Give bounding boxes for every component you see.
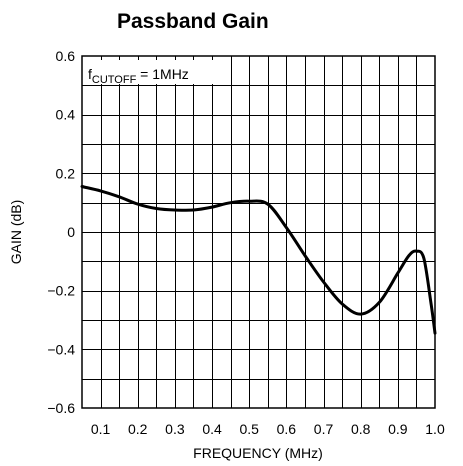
x-axis-label: FREQUENCY (MHz) bbox=[193, 445, 323, 461]
x-tick-label: 0.2 bbox=[128, 421, 148, 437]
x-tick-label: 0.1 bbox=[91, 421, 111, 437]
cutoff-annotation: fCUTOFF = 1MHz bbox=[84, 60, 215, 86]
y-tick-label: 0.2 bbox=[56, 165, 76, 181]
y-tick-labels: −0.6 −0.4 −0.2 0 0.2 0.4 0.6 bbox=[47, 48, 75, 416]
plot-frame bbox=[81, 55, 436, 409]
x-tick-label: 0.3 bbox=[165, 421, 185, 437]
x-tick-label: 0.8 bbox=[351, 421, 371, 437]
y-tick-label: 0.6 bbox=[56, 48, 76, 64]
x-tick-labels: 0.1 0.2 0.3 0.4 0.5 0.6 0.7 0.8 0.9 1.0 bbox=[91, 421, 445, 437]
annotation-background bbox=[84, 60, 215, 84]
gain-series-line bbox=[80, 185, 437, 335]
annotation-prefix: f bbox=[88, 66, 92, 82]
annotation-subscript: CUTOFF bbox=[92, 74, 137, 86]
y-tick-label: −0.4 bbox=[47, 341, 75, 357]
chart-grid bbox=[82, 56, 435, 408]
y-tick-label: −0.6 bbox=[47, 400, 75, 416]
x-tick-label: 0.9 bbox=[388, 421, 408, 437]
x-tick-label: 0.6 bbox=[277, 421, 297, 437]
x-tick-label: 0.5 bbox=[239, 421, 259, 437]
chart-title: Passband Gain bbox=[117, 10, 269, 33]
y-axis-label: GAIN (dB) bbox=[8, 200, 24, 265]
annotation-suffix: = 1MHz bbox=[136, 66, 189, 82]
y-tick-label: 0.4 bbox=[56, 107, 76, 123]
cutoff-annotation-text: fCUTOFF = 1MHz bbox=[88, 66, 189, 86]
y-tick-label: −0.2 bbox=[47, 283, 75, 299]
x-tick-label: 0.7 bbox=[314, 421, 334, 437]
x-tick-label: 0.4 bbox=[202, 421, 222, 437]
y-tick-label: 0 bbox=[67, 224, 75, 240]
x-tick-label: 1.0 bbox=[425, 421, 445, 437]
